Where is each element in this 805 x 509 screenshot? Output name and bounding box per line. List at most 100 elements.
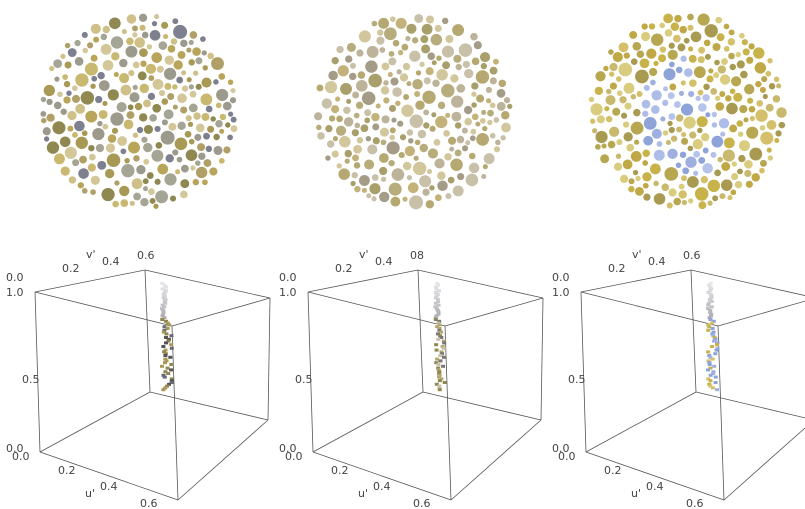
plate-dot [730,189,737,196]
plate-dot [88,144,95,152]
plate-dot [702,94,710,102]
plate-dot [355,80,368,92]
plate-dot [172,84,178,90]
plate-dot [409,50,421,62]
plate-dot [605,115,613,123]
plate-dot [331,105,340,114]
w-tick-label: 0.5 [295,373,313,386]
plate-dot [141,136,148,143]
plate-dot [46,98,53,105]
cluster-point [433,316,438,320]
plate-dot [755,109,768,122]
plate-dot [413,155,419,161]
cluster-point [433,301,438,305]
plate-dot [668,42,675,49]
plate-dot [193,112,201,120]
plate-dot [132,132,139,138]
plate-dot [419,143,428,153]
plate-dot [343,106,351,115]
plate-dot [714,59,720,66]
plate-dot [444,153,452,161]
plate-dot [739,140,750,152]
cluster-point [161,312,166,316]
plate-dot [698,103,707,112]
cluster-point [436,366,441,370]
plate-dot [331,150,339,158]
cluster-point [434,348,439,352]
plate-dot [356,49,364,57]
plate-dot [429,185,435,191]
plate-dot [379,153,389,163]
plate-dot [195,166,208,179]
box-plot: 0.00.20.4 08v'1.00.50.00.00.20.40.6u' [279,248,544,509]
plate-dot [489,66,498,75]
plate-dot [132,25,138,32]
plate-dot [767,155,774,161]
plate-dot [471,113,479,121]
plate-dot [164,82,172,90]
box-edge [177,419,269,501]
cluster-point [711,372,716,375]
plate-dot [448,136,457,145]
plate-dot [88,153,96,161]
cluster-point [438,354,443,357]
plate-dot [57,91,63,98]
plate-dot [409,195,423,210]
plate-dot [102,123,109,130]
cluster-point [706,307,711,311]
plate-dot [391,117,397,123]
plate-dot [681,137,689,145]
plate-dot [189,31,198,39]
cluster-point [160,314,165,318]
plate-dot [161,98,169,105]
plate-dot [377,29,384,36]
plate-dot [164,173,177,186]
box-edge [723,427,805,501]
cluster-point [709,294,714,298]
plate-dot [113,72,119,78]
box-edge [717,300,805,327]
plate-dot [95,143,105,153]
plate-dot [82,47,88,54]
plate-dot [43,136,50,142]
plate-dot [673,34,681,43]
plate-dot [79,155,88,164]
plate-dot [151,149,164,162]
plate-dot [395,100,401,107]
plate-dot [188,103,198,113]
plate-dot [421,23,433,35]
plate-dot [101,187,115,202]
plate-dot [188,84,194,90]
plate-dot [746,126,759,139]
plate-dot [727,195,733,201]
cluster-point [433,291,438,294]
plate-dot [684,68,693,77]
plate-dot [185,149,198,161]
plate-dot [632,41,642,51]
plate-dot [106,153,121,168]
plate-dot [177,93,187,104]
cluster-point [169,379,174,383]
cluster-point [714,348,719,352]
cluster-point [162,325,167,329]
plate-dot [422,90,436,104]
plate-dot [760,131,774,145]
plate-dot [147,92,156,101]
plate-dot [650,79,656,86]
plate-dot [710,151,717,158]
cluster-point [161,292,166,296]
plate-dot [161,21,169,29]
cluster-point [437,379,442,383]
plate-dot [680,55,687,62]
cluster-point [437,370,442,374]
plate-dot [595,71,606,82]
plate-dot [133,155,140,162]
plate-dot [129,200,135,206]
plate-dot [702,163,713,174]
plate-dot [643,116,657,130]
plate-dot [687,145,694,152]
plate-dot [501,122,511,133]
cluster-point [715,388,720,392]
plate-dot [653,60,659,66]
plate-dot [211,57,224,71]
